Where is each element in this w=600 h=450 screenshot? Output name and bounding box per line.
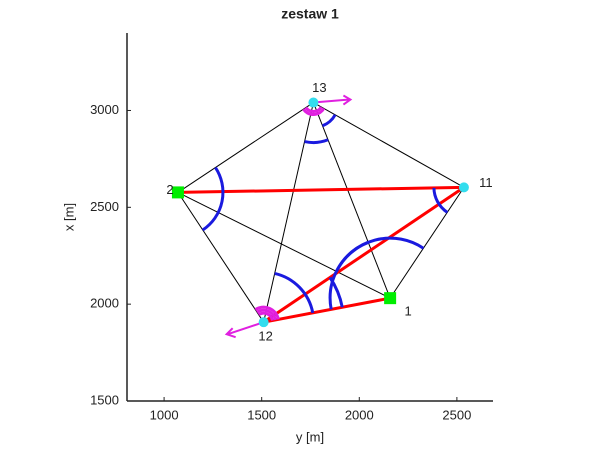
angle-arc (304, 138, 329, 145)
point (308, 97, 319, 108)
angle-arc (201, 166, 225, 232)
point (384, 292, 397, 305)
angle-arc (304, 106, 323, 114)
y-tick-label: 1500 (90, 392, 119, 407)
angle-arc (254, 305, 280, 320)
y-axis-label: x [m] (61, 203, 76, 231)
angle-arc (328, 276, 344, 308)
point-label: 1 (405, 304, 412, 319)
segment (177, 102, 314, 193)
segment (263, 296, 391, 324)
angle-arc (321, 113, 337, 128)
segment (177, 185, 464, 194)
angle-arc (302, 107, 326, 116)
segment (313, 102, 465, 188)
angle-arc (274, 271, 315, 314)
segment (177, 191, 391, 299)
arrow (224, 321, 264, 339)
point (258, 317, 269, 328)
point-label: 12 (258, 329, 272, 344)
chart-title: zestaw 1 (281, 6, 339, 22)
segment (262, 186, 465, 324)
segment (312, 102, 391, 299)
angle-arc (328, 240, 369, 310)
segment (177, 192, 265, 323)
angle-arc (256, 308, 277, 321)
angle-arc (257, 311, 274, 321)
x-tick-label: 2000 (345, 407, 374, 422)
angle-arc (432, 187, 449, 214)
segment (263, 102, 314, 323)
segment (389, 187, 465, 299)
x-tick-label: 2500 (442, 407, 471, 422)
point (458, 182, 469, 193)
arrow (313, 94, 353, 106)
y-tick-label: 2000 (90, 296, 119, 311)
x-tick-label: 1500 (247, 407, 276, 422)
point-label: 11 (479, 175, 493, 190)
y-tick-label: 3000 (90, 102, 119, 117)
point (171, 186, 184, 199)
point-label: 2 (166, 182, 173, 197)
x-tick-label: 1000 (150, 407, 179, 422)
y-tick-label: 2500 (90, 199, 119, 214)
x-axis-label: y [m] (296, 429, 324, 444)
point-label: 13 (312, 80, 326, 95)
